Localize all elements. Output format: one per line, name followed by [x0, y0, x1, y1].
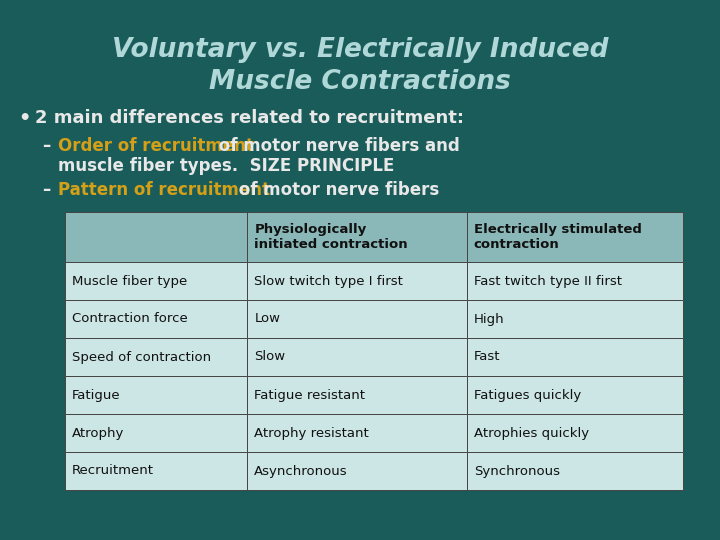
Bar	[65, 212, 247, 262]
Text: Asynchronous: Asynchronous	[254, 464, 348, 477]
Text: Atrophy: Atrophy	[72, 427, 125, 440]
Bar	[65, 452, 247, 490]
Bar	[467, 300, 683, 338]
Text: Recruitment: Recruitment	[72, 464, 154, 477]
Text: Electrically stimulated
contraction: Electrically stimulated contraction	[474, 223, 642, 251]
Bar	[247, 212, 467, 262]
Text: High: High	[474, 313, 504, 326]
Text: Atrophies quickly: Atrophies quickly	[474, 427, 589, 440]
Text: Fast twitch type II first: Fast twitch type II first	[474, 274, 621, 287]
Text: of motor nerve fibers: of motor nerve fibers	[233, 181, 439, 199]
Text: Contraction force: Contraction force	[72, 313, 188, 326]
Bar	[467, 414, 683, 452]
Text: Pattern of recruitment: Pattern of recruitment	[58, 181, 270, 199]
Text: Muscle Contractions: Muscle Contractions	[209, 69, 511, 95]
Bar	[467, 452, 683, 490]
Text: Fatigue: Fatigue	[72, 388, 121, 402]
Text: Slow: Slow	[254, 350, 285, 363]
Bar	[247, 300, 467, 338]
Bar	[65, 414, 247, 452]
Bar	[247, 414, 467, 452]
Text: muscle fiber types.  SIZE PRINCIPLE: muscle fiber types. SIZE PRINCIPLE	[58, 157, 395, 175]
Text: Speed of contraction: Speed of contraction	[72, 350, 211, 363]
Text: Muscle fiber type: Muscle fiber type	[72, 274, 187, 287]
Bar	[65, 338, 247, 376]
Bar	[467, 212, 683, 262]
Text: Slow twitch type I first: Slow twitch type I first	[254, 274, 403, 287]
Bar	[467, 376, 683, 414]
Bar	[65, 262, 247, 300]
Bar	[247, 262, 467, 300]
Text: –: –	[42, 181, 50, 199]
Text: 2 main differences related to recruitment:: 2 main differences related to recruitmen…	[35, 109, 464, 127]
Text: of motor nerve fibers and: of motor nerve fibers and	[213, 137, 460, 155]
Text: Fast: Fast	[474, 350, 500, 363]
Text: Voluntary vs. Electrically Induced: Voluntary vs. Electrically Induced	[112, 37, 608, 63]
Text: Physiologically
initiated contraction: Physiologically initiated contraction	[254, 223, 408, 251]
Text: Synchronous: Synchronous	[474, 464, 559, 477]
Text: Low: Low	[254, 313, 280, 326]
Bar	[65, 300, 247, 338]
Text: Fatigue resistant: Fatigue resistant	[254, 388, 365, 402]
Bar	[467, 338, 683, 376]
Text: Fatigues quickly: Fatigues quickly	[474, 388, 581, 402]
Text: Atrophy resistant: Atrophy resistant	[254, 427, 369, 440]
Text: –: –	[42, 137, 50, 155]
Text: Order of recruitment: Order of recruitment	[58, 137, 254, 155]
Bar	[247, 338, 467, 376]
Bar	[467, 262, 683, 300]
Bar	[247, 376, 467, 414]
Bar	[65, 376, 247, 414]
Text: •: •	[18, 109, 30, 127]
Bar	[247, 452, 467, 490]
